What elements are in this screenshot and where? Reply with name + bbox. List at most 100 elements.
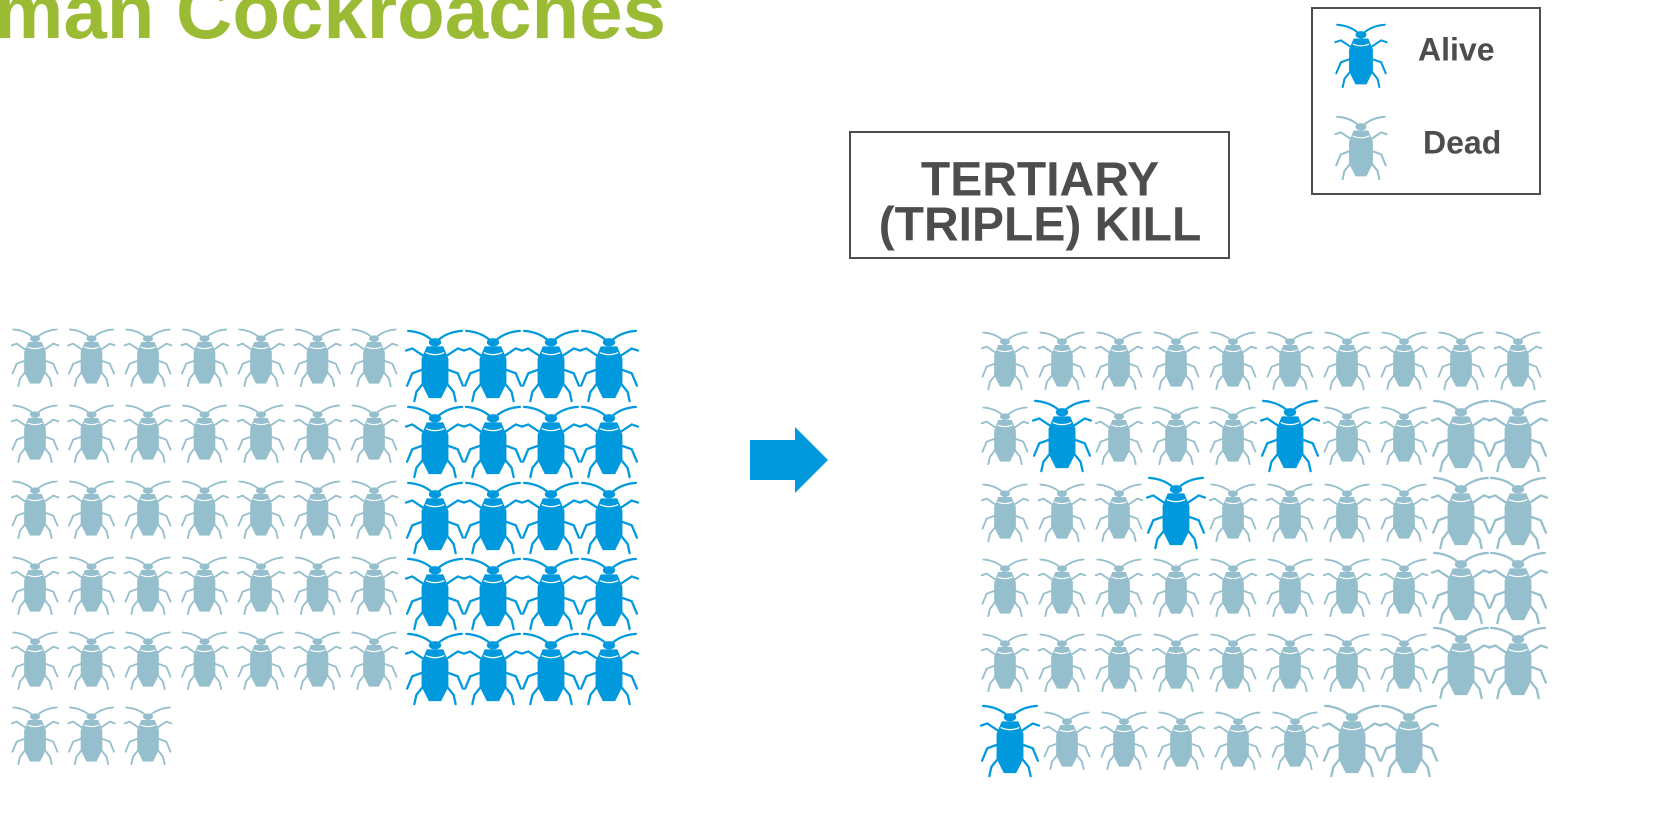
roach-alive <box>578 557 640 631</box>
roach-alive <box>462 632 524 706</box>
roach-dead <box>123 404 173 464</box>
roach-dead <box>1379 331 1429 391</box>
roach-alive <box>462 405 524 479</box>
roach-dead <box>1265 331 1315 391</box>
roach-dead <box>180 328 229 388</box>
roach-dead <box>1487 476 1549 550</box>
roach-dead <box>67 706 116 766</box>
roach-dead <box>67 404 116 464</box>
roach-alive <box>520 329 582 403</box>
roach-dead <box>1208 331 1258 391</box>
roach-dead <box>1265 483 1315 543</box>
roach-alive <box>520 405 582 479</box>
roach-dead <box>1151 633 1201 693</box>
roach-dead <box>1094 331 1144 391</box>
callout-box <box>849 131 1230 259</box>
roach-alive <box>979 704 1041 778</box>
roach-dead <box>236 404 286 464</box>
roach-dead <box>10 404 60 464</box>
roach-dead <box>1208 558 1258 618</box>
roach-dead <box>980 633 1030 693</box>
roach-dead <box>1151 558 1201 618</box>
roach-alive <box>520 632 582 706</box>
roach-dead <box>1436 331 1486 391</box>
slide-title: man Cockroaches <box>0 0 666 55</box>
roach-dead <box>67 631 116 691</box>
arrow <box>750 427 828 493</box>
roach-dead <box>1208 483 1258 543</box>
roach-dead <box>1493 331 1543 391</box>
roach-dead <box>123 706 173 766</box>
roach-dead <box>1156 711 1206 771</box>
roach-dead <box>980 406 1030 466</box>
roach-dead <box>1270 711 1320 771</box>
roach-alive <box>462 329 524 403</box>
roach-alive <box>578 481 640 555</box>
roach-dead <box>293 480 342 540</box>
roach-dead <box>10 706 60 766</box>
roach-dead <box>1213 711 1263 771</box>
roach-dead <box>1322 633 1372 693</box>
roach-alive <box>520 557 582 631</box>
roach-dead <box>1322 331 1372 391</box>
roach-dead <box>67 556 116 616</box>
roach-alive <box>578 329 640 403</box>
roach-dead <box>1487 399 1549 473</box>
roach-dead <box>349 404 399 464</box>
roach-alive <box>462 481 524 555</box>
roach-dead <box>1487 626 1549 700</box>
roach-dead <box>293 556 342 616</box>
roach-dead <box>293 404 342 464</box>
roach-dead <box>1094 558 1144 618</box>
roach-dead <box>1208 633 1258 693</box>
roach-dead <box>180 556 229 616</box>
roach-dead <box>236 480 286 540</box>
roach-dead <box>123 631 173 691</box>
roach-dead <box>1094 483 1144 543</box>
roach-dead <box>1378 704 1440 778</box>
legend-label: Dead <box>1423 124 1501 160</box>
roach-dead <box>349 328 399 388</box>
roach-alive <box>404 405 466 479</box>
roach-alive <box>1031 399 1093 473</box>
icon-grid <box>10 328 1549 778</box>
roach-dead <box>1322 558 1372 618</box>
roach-dead <box>1430 626 1492 700</box>
roach-alive <box>404 632 466 706</box>
roach-dead <box>67 328 116 388</box>
roach-alive <box>1145 476 1207 550</box>
roach-dead <box>10 480 60 540</box>
roach-dead <box>1379 483 1429 543</box>
callout-line: TERTIARY <box>921 154 1159 207</box>
roach-dead <box>123 328 173 388</box>
roach-dead <box>1430 399 1492 473</box>
roach-dead <box>1379 558 1429 618</box>
roach-dead <box>1321 704 1383 778</box>
roach-dead <box>349 480 399 540</box>
roach-dead <box>236 328 286 388</box>
roach-dead <box>1265 633 1315 693</box>
roach-dead <box>1487 551 1549 625</box>
roach-dead <box>1099 711 1149 771</box>
roach-dead <box>293 631 342 691</box>
roach-dead <box>1151 406 1201 466</box>
roach-dead <box>1037 483 1087 543</box>
roach-dead <box>293 328 342 388</box>
roach-alive <box>462 557 524 631</box>
roach-alive <box>520 481 582 555</box>
roach-alive <box>578 405 640 479</box>
roach-dead <box>1430 476 1492 550</box>
roach-dead <box>180 631 229 691</box>
roach-dead <box>10 556 60 616</box>
roach-alive <box>1259 399 1321 473</box>
roach-dead <box>1322 483 1372 543</box>
roach-dead <box>980 483 1030 543</box>
roach-dead <box>10 328 60 388</box>
roach-dead <box>980 331 1030 391</box>
roach-dead <box>236 631 286 691</box>
roach-dead <box>980 558 1030 618</box>
callout-line: (TRIPLE) KILL <box>879 199 1202 252</box>
roach-dead <box>180 480 229 540</box>
roach-dead <box>1094 406 1144 466</box>
